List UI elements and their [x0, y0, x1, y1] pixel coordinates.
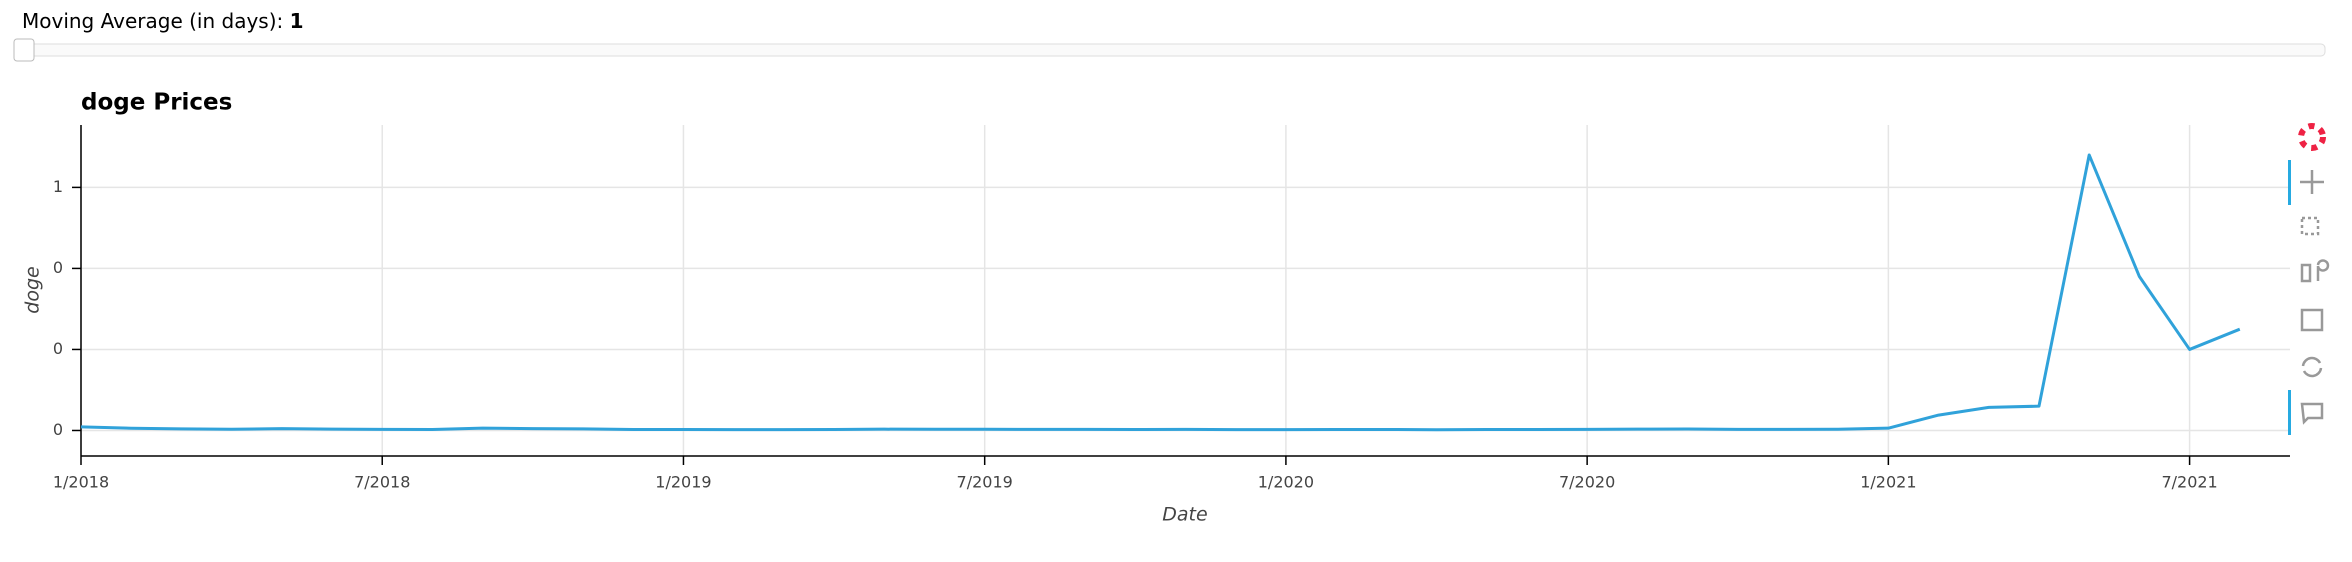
plot-area: 1/2018 7/2018 1/2019 7/2019 1/2020 7/2020 1/20…: [53, 125, 2290, 492]
x-tick-label: 7/2018: [354, 473, 410, 492]
slider-title: Moving Average (in days):: [22, 9, 290, 33]
active-bar: [2288, 160, 2291, 205]
y-tick-label: 0: [53, 420, 63, 439]
toolbar: [2288, 123, 2330, 435]
x-tick-label: 1/2021: [1860, 473, 1916, 492]
save-tool[interactable]: [2300, 308, 2324, 332]
y-axis-label: doge: [22, 266, 44, 313]
x-tick-label: 1/2020: [1258, 473, 1314, 492]
slider-value: 1: [290, 9, 304, 33]
x-tick-label: 7/2019: [957, 473, 1013, 492]
box-zoom-tool[interactable]: [2300, 216, 2320, 236]
slider-track[interactable]: [21, 43, 2326, 57]
bokeh-logo[interactable]: [2298, 123, 2326, 151]
y-tick-label: 1: [53, 177, 63, 196]
y-tick-label: 0: [53, 339, 63, 358]
price-line: [80, 153, 2241, 432]
y-tick-label: 0: [53, 258, 63, 277]
x-tick-label: 1/2018: [53, 473, 109, 492]
x-tick-label: 7/2021: [2161, 473, 2217, 492]
slider-label: Moving Average (in days): 1: [22, 9, 304, 33]
x-tick-label: 7/2020: [1559, 473, 1615, 492]
wheel-zoom-tool[interactable]: [2300, 259, 2330, 283]
slider-handle[interactable]: [13, 38, 35, 62]
x-axis-label: Date: [1162, 504, 1207, 526]
x-tick-label: 1/2019: [655, 473, 711, 492]
hover-tool[interactable]: [2300, 402, 2324, 425]
active-bar: [2288, 390, 2291, 435]
reset-tool[interactable]: [2301, 356, 2323, 378]
pan-tool[interactable]: [2300, 170, 2324, 194]
chart-title: doge Prices: [81, 90, 232, 116]
